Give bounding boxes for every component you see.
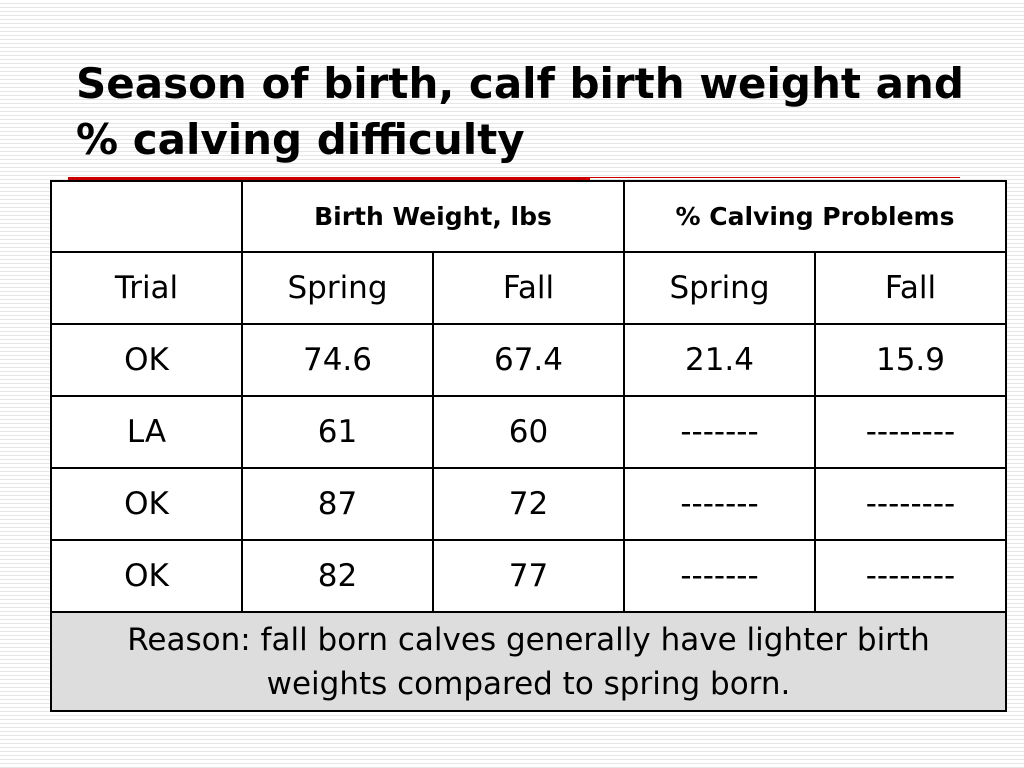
column-header: Spring <box>623 251 816 325</box>
cell: 15.9 <box>814 323 1007 397</box>
cell: ------- <box>623 467 816 541</box>
cell: -------- <box>814 467 1007 541</box>
cell: 74.6 <box>241 323 434 397</box>
cell: 82 <box>241 539 434 613</box>
cell: OK <box>50 467 243 541</box>
group-header: % Calving Problems <box>623 180 1007 253</box>
cell: LA <box>50 395 243 469</box>
cell: OK <box>50 539 243 613</box>
data-row: OK 74.6 67.4 21.4 15.9 <box>50 323 1007 397</box>
title-rule-thin <box>590 177 960 178</box>
group-header-row: Birth Weight, lbs % Calving Problems <box>50 180 1007 253</box>
note-row: Reason: fall born calves generally have … <box>50 611 1007 712</box>
data-table: Birth Weight, lbs % Calving Problems Tri… <box>50 180 1007 712</box>
cell: ------- <box>623 539 816 613</box>
slide-title: Season of birth, calf birth weight and %… <box>76 59 964 164</box>
cell: -------- <box>814 395 1007 469</box>
cell: 21.4 <box>623 323 816 397</box>
cell: 87 <box>241 467 434 541</box>
cell: 72 <box>432 467 625 541</box>
cell: 77 <box>432 539 625 613</box>
cell: OK <box>50 323 243 397</box>
column-header: Spring <box>241 251 434 325</box>
column-header: Fall <box>432 251 625 325</box>
data-row: LA 61 60 ------- -------- <box>50 395 1007 469</box>
cell: 61 <box>241 395 434 469</box>
column-header: Trial <box>50 251 243 325</box>
cell: 67.4 <box>432 323 625 397</box>
column-header: Fall <box>814 251 1007 325</box>
data-row: OK 82 77 ------- -------- <box>50 539 1007 613</box>
column-header-row: Trial Spring Fall Spring Fall <box>50 251 1007 325</box>
note: Reason: fall born calves generally have … <box>50 611 1007 712</box>
cell: ------- <box>623 395 816 469</box>
group-header: Birth Weight, lbs <box>241 180 625 253</box>
cell: -------- <box>814 539 1007 613</box>
empty-header-cell <box>50 180 243 253</box>
cell: 60 <box>432 395 625 469</box>
data-row: OK 87 72 ------- -------- <box>50 467 1007 541</box>
